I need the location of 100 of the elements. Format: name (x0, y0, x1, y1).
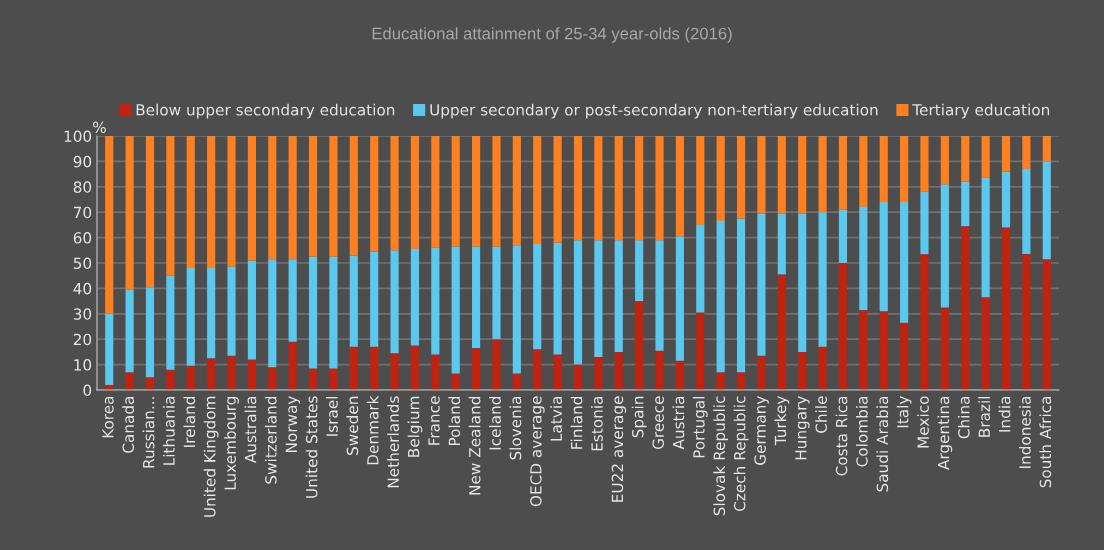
x-tick-label: France (428, 396, 440, 445)
bar (940, 136, 949, 185)
bar (859, 207, 868, 310)
bar (370, 136, 379, 252)
x-tick-label: Iceland (489, 396, 501, 450)
bar (288, 136, 297, 260)
bar (900, 202, 909, 323)
x-tick-label: Costa Rica (835, 396, 848, 476)
bar (247, 359, 256, 390)
bar (798, 136, 807, 214)
bar (920, 254, 929, 390)
bar (329, 368, 338, 390)
bar (125, 289, 134, 373)
bar (920, 136, 929, 192)
bar (900, 322, 909, 390)
bar (227, 355, 236, 390)
bar (777, 136, 786, 214)
bar (818, 346, 827, 390)
x-tick-label: EU22 average (611, 396, 627, 502)
x-tick-label: Indonesia (1019, 396, 1031, 468)
bar (431, 136, 440, 248)
x-tick-label: Luxembourg (224, 396, 239, 490)
y-tick-label: 0 (83, 384, 92, 397)
bar (675, 136, 684, 237)
bar (308, 256, 318, 369)
bar (1042, 161, 1051, 260)
bar (614, 240, 623, 352)
x-tick-label: Canada (122, 396, 135, 453)
x-tick-label: Greece (652, 396, 664, 450)
x-tick-label: Lithuania (162, 396, 175, 465)
y-tick-label: 10 (74, 359, 92, 371)
bar (736, 218, 746, 373)
x-tick-label: Switzerland (264, 396, 277, 484)
bar (492, 136, 501, 247)
bar (594, 240, 603, 357)
bar (757, 355, 766, 390)
x-tick-label: Mexico (917, 396, 929, 448)
bar (696, 224, 705, 313)
bar (696, 312, 705, 390)
bar (736, 372, 746, 390)
bar (186, 365, 195, 390)
y-tick-label: 100 (64, 130, 92, 143)
bar (268, 259, 277, 368)
bar (186, 136, 195, 269)
chart-title: Educational attainment of 25-34 year-olds (2016) (372, 27, 732, 43)
bar (125, 372, 134, 390)
bar (573, 136, 583, 241)
bar (818, 136, 827, 213)
bar (655, 136, 664, 241)
bar (349, 136, 358, 256)
bar (838, 136, 848, 210)
bar (166, 136, 175, 276)
x-tick-label: Finland (570, 396, 583, 449)
x-tick-label: Italy (896, 396, 912, 428)
x-tick-label: Estonia (590, 396, 603, 451)
x-tick-label: South Africa (1039, 396, 1052, 488)
x-tick-label: Ireland (183, 396, 196, 447)
x-tick-label: Chile (815, 396, 828, 433)
x-tick-label: United States (305, 396, 318, 498)
bar (553, 136, 562, 243)
bar (961, 136, 970, 182)
bar (614, 136, 623, 241)
bar (961, 181, 970, 227)
bar (879, 202, 888, 312)
legend-label: Upper secondary or post-secondary non-tertiary education (430, 103, 878, 119)
bar (472, 246, 481, 349)
bar (716, 136, 725, 222)
x-tick-label: Slovenia (509, 396, 522, 460)
x-tick-label: Brazil (978, 396, 991, 437)
bar (370, 346, 379, 390)
bar (696, 136, 705, 225)
x-tick-label: Austria (672, 396, 685, 450)
bar (777, 213, 786, 275)
bar (533, 243, 542, 350)
y-tick-label: 90 (73, 155, 92, 168)
y-tick-label: 30 (73, 308, 92, 320)
bar (940, 184, 949, 308)
bar (798, 213, 807, 352)
bar (900, 136, 909, 203)
x-tick-label: Russian... (142, 397, 155, 468)
x-tick-label: Hungary (795, 396, 810, 460)
bar (268, 367, 277, 390)
bar (573, 240, 583, 365)
x-tick-label: Germany (754, 396, 769, 465)
bar (145, 287, 155, 378)
y-tick-label: 20 (73, 333, 92, 346)
x-tick-label: Slovak Republic (713, 396, 729, 516)
bar (1042, 259, 1051, 390)
bar (472, 348, 481, 390)
x-tick-label: Israel (326, 396, 338, 436)
y-axis-title: % (93, 121, 106, 134)
bar (1042, 136, 1051, 162)
bar (981, 136, 990, 178)
x-tick-label: Colombia (855, 396, 868, 467)
bar (431, 247, 440, 355)
bar (370, 251, 379, 347)
bar (757, 213, 766, 356)
x-tick-label: Latvia (550, 396, 563, 441)
bar (614, 351, 623, 390)
bar (1022, 136, 1031, 170)
